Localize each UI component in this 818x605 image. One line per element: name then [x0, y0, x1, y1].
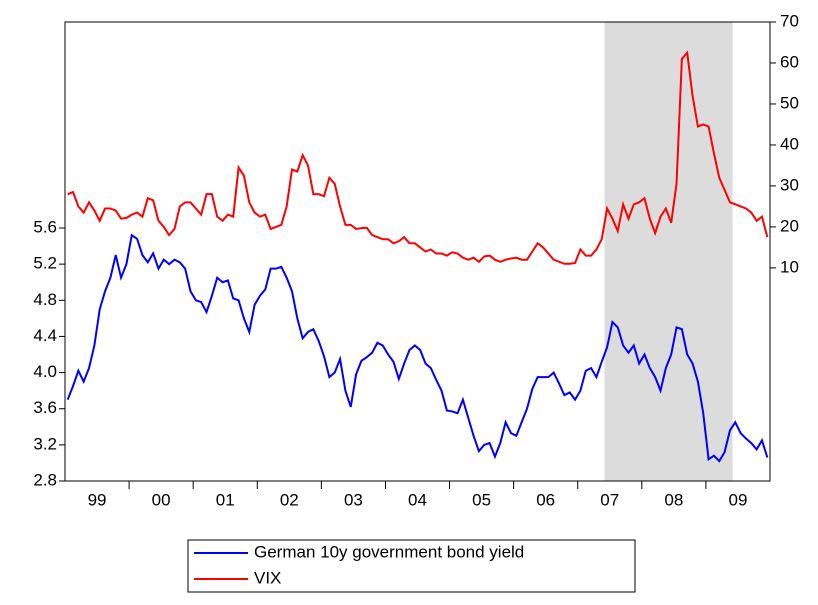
y2-tick-label: 70 — [780, 11, 799, 30]
legend-label: German 10y government bond yield — [254, 542, 524, 561]
y2-tick-label: 10 — [780, 257, 799, 276]
y-tick-label: 4.4 — [33, 326, 57, 345]
x-tick-label: 06 — [536, 490, 555, 509]
legend-label: VIX — [254, 568, 281, 587]
y-tick-label: 4.0 — [33, 362, 57, 381]
x-tick-label: 01 — [216, 490, 235, 509]
y-tick-label: 5.6 — [33, 217, 57, 236]
shade-layer — [604, 22, 733, 481]
line-series — [67, 50, 769, 265]
shaded-period — [604, 22, 733, 481]
plot-frame — [64, 21, 771, 482]
x-tick-label: 08 — [664, 490, 683, 509]
x-tick-label: 07 — [600, 490, 619, 509]
y2-tick-label: 60 — [780, 52, 799, 71]
x-tick-label: 03 — [344, 490, 363, 509]
y-tick-label: 5.2 — [33, 254, 57, 273]
y-tick-label: 3.6 — [33, 398, 57, 417]
line-series — [66, 233, 769, 463]
x-tick-label: 04 — [408, 490, 427, 509]
y-tick-label: 4.8 — [33, 290, 57, 309]
y2-tick-label: 40 — [780, 134, 799, 153]
legend — [187, 539, 636, 593]
x-tick-label: 99 — [88, 490, 107, 509]
y2-tick-label: 30 — [780, 175, 799, 194]
y2-tick-label: 50 — [780, 93, 799, 112]
y-tick-label: 2.8 — [33, 470, 57, 489]
x-tick-label: 02 — [280, 490, 299, 509]
x-tick-label: 00 — [152, 490, 171, 509]
y2-tick-label: 20 — [780, 216, 799, 235]
x-tick-label: 09 — [728, 490, 747, 509]
x-tick-label: 05 — [472, 490, 491, 509]
y-tick-label: 3.2 — [33, 434, 57, 453]
